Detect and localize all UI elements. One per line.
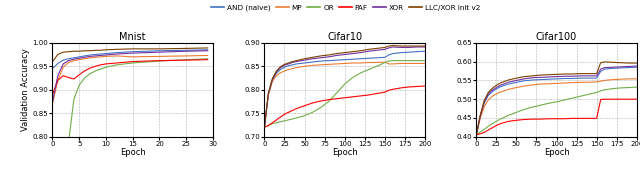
Title: Cifar10: Cifar10 — [327, 32, 362, 42]
Legend: AND (naive), MP, OR, PAF, XOR, LLC/XOR init v2: AND (naive), MP, OR, PAF, XOR, LLC/XOR i… — [208, 2, 483, 14]
Title: Cifar100: Cifar100 — [536, 32, 577, 42]
Y-axis label: Validation Accuracy: Validation Accuracy — [20, 48, 30, 131]
X-axis label: Epoch: Epoch — [120, 148, 146, 157]
X-axis label: Epoch: Epoch — [332, 148, 358, 157]
Title: Mnist: Mnist — [120, 32, 146, 42]
X-axis label: Epoch: Epoch — [543, 148, 570, 157]
